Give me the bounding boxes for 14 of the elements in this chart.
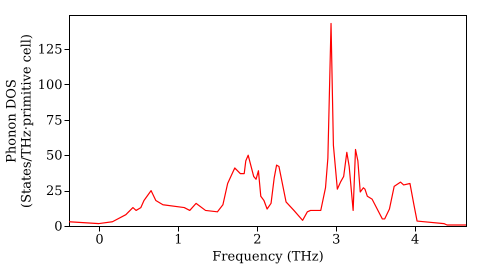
y-tick-label: 25: [46, 184, 62, 200]
y-tick-label: 125: [38, 42, 62, 58]
x-tick-label: 2: [253, 232, 262, 248]
y-tick-label: 50: [46, 148, 62, 164]
x-tick-label: 0: [95, 232, 104, 248]
y-tick-label: 0: [54, 220, 62, 234]
y-axis-title: Phonon DOS (States/THz·primitive cell): [4, 34, 35, 208]
x-tick-label: 1: [174, 232, 183, 248]
y-tick-label: 75: [46, 113, 62, 128]
x-tick-label: 4: [411, 232, 420, 248]
y-tick-label: 100: [38, 78, 62, 93]
x-axis-title: Frequency (THz): [212, 250, 324, 264]
x-tick-label: 3: [332, 232, 340, 248]
line-series: [68, 22, 467, 226]
